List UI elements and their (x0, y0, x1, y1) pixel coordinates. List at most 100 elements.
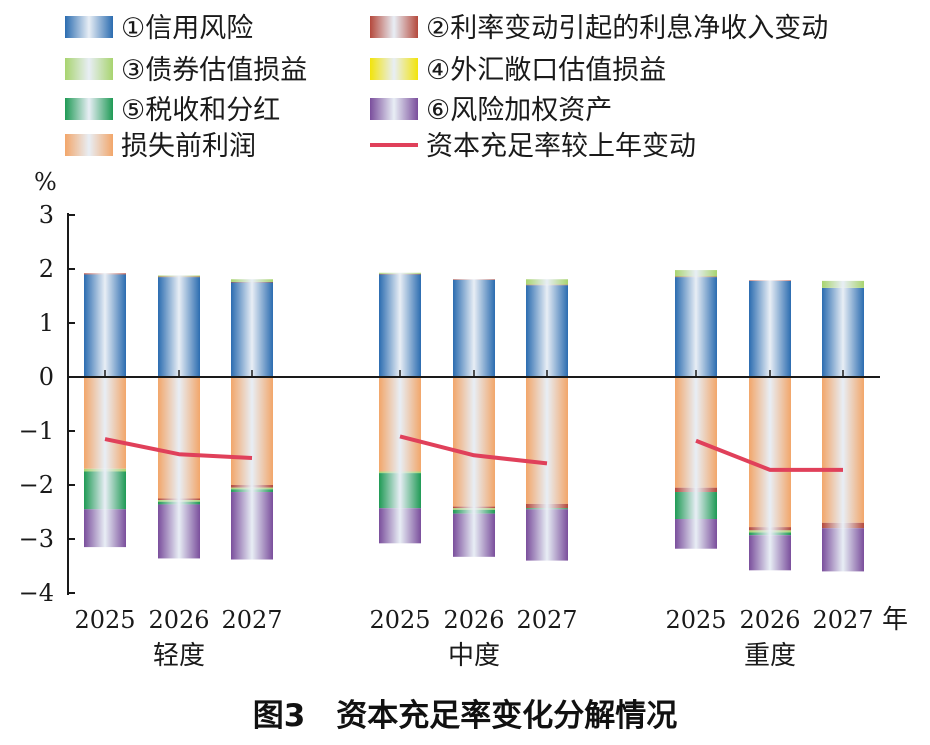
bar-segment (158, 501, 200, 505)
bar-segment (379, 377, 421, 472)
bar-segment (822, 377, 864, 523)
bar-segment (675, 519, 717, 549)
legend-swatch (370, 98, 418, 120)
axes: 3 2 1 0 −1 −2 −3 −4 (19, 201, 880, 607)
bar-segment (231, 377, 273, 485)
bar-segment (84, 468, 126, 472)
legend-label: ①信用风险 (121, 13, 253, 44)
bar-segment (231, 281, 273, 283)
bar-segment (158, 276, 200, 278)
bar-segment (526, 279, 568, 285)
bar-segment (158, 504, 200, 559)
legend-label: ③债券估值损益 (121, 55, 307, 86)
y-tick-label: −3 (19, 525, 54, 553)
x-tick-label: 2026 (739, 606, 800, 634)
bar-segment (379, 273, 421, 275)
line-capital-adequacy-change (695, 438, 843, 472)
y-tick-label: −1 (19, 417, 54, 445)
bar-segment (749, 530, 791, 533)
bar-segment (675, 487, 717, 493)
line-series (104, 434, 843, 472)
bar-segment (822, 287, 864, 377)
bar-segment (231, 492, 273, 560)
legend: ①信用风险 ②利率变动引起的利息净收入变动 ③债券估值损益 ④外汇敞口估值损益 ⑤税收和… (65, 13, 828, 162)
bar-segment (675, 377, 717, 488)
y-tick-label: −4 (19, 579, 54, 607)
bar-segment (84, 377, 126, 469)
group-label: 中度 (448, 641, 500, 671)
bar-segment (453, 279, 495, 280)
bar-segment (822, 528, 864, 572)
bar-segment (158, 377, 200, 499)
bar-segment (379, 272, 421, 274)
legend-swatch (370, 16, 418, 38)
bar-segment (526, 503, 568, 509)
bar-segment (526, 377, 568, 504)
legend-swatch (65, 134, 113, 156)
bar-segment (675, 276, 717, 278)
chart: ①信用风险 ②利率变动引起的利息净收入变动 ③债券估值损益 ④外汇敞口估值损益 ⑤税收和… (19, 13, 908, 671)
bar-segment (379, 471, 421, 474)
bars (84, 270, 864, 572)
bar-segment (453, 377, 495, 507)
x-tick-label: 2025 (665, 606, 726, 634)
bar-segment (526, 508, 568, 510)
bar-segment (231, 489, 273, 493)
bar-segment (749, 377, 791, 528)
x-tick-label: 2026 (148, 606, 209, 634)
bar-segment (749, 532, 791, 536)
x-tick-label: 2025 (74, 606, 135, 634)
bar-segment (231, 282, 273, 377)
y-tick-label: −2 (19, 471, 54, 499)
bar-segment (379, 508, 421, 544)
bar-segment (453, 279, 495, 377)
bar-segment (822, 280, 864, 288)
line-capital-adequacy-change (399, 434, 548, 466)
x-tick-label: 2027 (812, 606, 873, 634)
x-axis-unit: 年 (882, 605, 908, 635)
x-tick-label: 2027 (221, 606, 282, 634)
bar-segment (379, 274, 421, 377)
legend-swatch (65, 16, 113, 38)
bar-segment (453, 506, 495, 509)
legend-swatch (370, 58, 418, 80)
bar-segment (526, 285, 568, 377)
x-tick-label: 2025 (369, 606, 430, 634)
legend-label: 资本充足率较上年变动 (426, 131, 696, 162)
bar-segment (158, 275, 200, 277)
bar-segment (231, 279, 273, 282)
legend-label: ④外汇敞口估值损益 (426, 55, 666, 86)
bar-segment (749, 280, 791, 377)
bar-segment (84, 274, 126, 377)
y-tick-label: 3 (39, 201, 54, 229)
bar-segment (84, 509, 126, 548)
x-axis-labels: 2025 2026 2027 轻度 2025 2026 2027 中度 2025 2026 2027… (74, 606, 873, 671)
bar-segment (158, 500, 200, 502)
group-label: 轻度 (153, 641, 205, 671)
line-capital-adequacy-change (104, 437, 253, 460)
bar-segment (453, 509, 495, 514)
legend-label: 损失前利润 (121, 131, 256, 162)
bar-segment (749, 280, 791, 281)
legend-label: ⑥风险加权资产 (426, 95, 612, 126)
bar-segment (526, 284, 568, 286)
x-tick-label: 2027 (516, 606, 577, 634)
bar-segment (231, 487, 273, 490)
bar-segment (158, 498, 200, 501)
bar-segment (453, 513, 495, 557)
x-tick-label: 2026 (443, 606, 504, 634)
bar-segment (84, 273, 126, 275)
bar-segment (749, 527, 791, 531)
y-tick-label: 0 (39, 363, 54, 391)
y-tick-label: 1 (39, 309, 54, 337)
bar-segment (453, 508, 495, 510)
y-tick-label: 2 (39, 255, 54, 283)
bar-segment (675, 492, 717, 520)
bar-segment (822, 522, 864, 529)
bar-segment (84, 471, 126, 510)
bar-segment (231, 485, 273, 488)
bar-segment (526, 509, 568, 561)
legend-label: ②利率变动引起的利息净收入变动 (426, 13, 828, 44)
legend-swatch (65, 98, 113, 120)
y-axis-unit: % (34, 168, 57, 196)
